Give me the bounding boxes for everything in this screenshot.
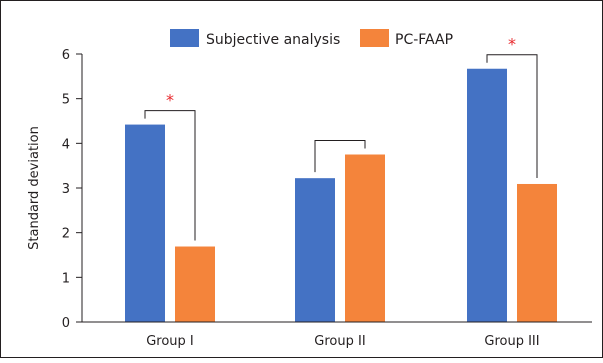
legend-swatch-pcfaap [360,29,389,47]
x-category-label: Group II [314,334,365,349]
legend: Subjective analysis PC-FAAP [170,29,453,48]
bar-pcfaap-2 [345,154,385,322]
y-tick-label: 5 [62,93,70,108]
y-tick-label: 3 [62,182,70,197]
x-category-label: Group III [484,334,539,349]
bar-subjective-2 [295,178,335,322]
significance-bracket [486,54,538,178]
bar-pcfaap-3 [517,183,557,322]
y-tick-label: 1 [62,271,70,286]
legend-label-subjective: Subjective analysis [206,32,340,48]
significance-star: * [508,35,516,54]
significance-star: * [166,91,174,110]
y-axis-ticks: 0 1 2 3 4 5 6 [62,48,82,331]
x-axis-labels: Group I Group II Group III [146,334,539,349]
legend-label-pcfaap: PC-FAAP [395,32,453,48]
y-tick-label: 2 [62,227,70,242]
significance-brackets: ** [144,35,538,241]
bar-pcfaap-1 [175,246,215,322]
significance-bracket [314,140,366,173]
y-tick-label: 0 [62,316,70,331]
x-category-label: Group I [146,334,194,349]
bar-subjective-3 [467,68,507,323]
bars [125,68,557,323]
bar-subjective-1 [125,124,165,322]
y-tick-label: 4 [62,137,70,152]
legend-swatch-subjective [170,29,199,47]
y-axis-label: Standard deviation [27,126,42,250]
significance-bracket [144,110,196,241]
y-tick-label: 6 [62,48,70,63]
